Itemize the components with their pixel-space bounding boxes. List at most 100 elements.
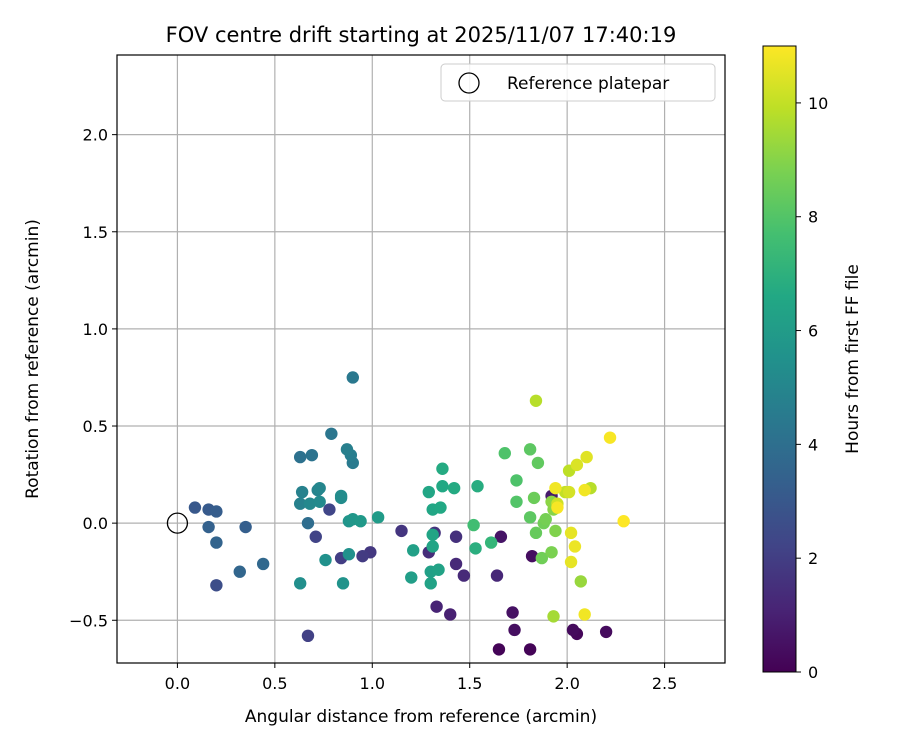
- data-point: [523, 643, 537, 656]
- data-point: [471, 480, 484, 493]
- data-point: [570, 458, 584, 472]
- data-point: [295, 485, 309, 499]
- colorbar-tick-label: 0: [808, 663, 818, 682]
- data-point: [539, 513, 552, 526]
- x-tick-label: 2.5: [652, 674, 677, 693]
- x-tick-label: 0.0: [165, 674, 190, 693]
- data-point: [354, 514, 367, 528]
- data-point: [334, 489, 348, 503]
- data-point: [301, 629, 315, 643]
- y-tick-label: 0.0: [83, 514, 108, 533]
- data-point: [549, 481, 562, 495]
- data-point: [301, 516, 315, 530]
- data-point: [395, 524, 408, 538]
- data-point: [498, 447, 511, 460]
- data-point: [547, 610, 560, 623]
- data-point: [492, 643, 506, 656]
- data-point: [578, 608, 591, 621]
- data-point: [490, 569, 504, 582]
- reference-marker: [166, 512, 189, 534]
- data-point: [574, 575, 587, 588]
- data-point: [529, 394, 543, 407]
- data-point: [525, 549, 539, 563]
- data-point: [356, 549, 369, 563]
- data-point: [531, 456, 545, 470]
- y-axis-label: Rotation from reference (arcmin): [23, 219, 43, 499]
- data-point: [494, 530, 508, 543]
- x-tick-label: 1.5: [457, 674, 482, 693]
- data-point: [340, 443, 354, 456]
- data-point: [603, 431, 617, 444]
- data-point: [405, 571, 418, 584]
- data-point: [336, 577, 350, 590]
- data-point: [484, 536, 498, 549]
- data-point: [580, 450, 593, 464]
- legend-marker-icon: [458, 72, 480, 94]
- y-tick-label: 0.5: [83, 417, 108, 436]
- data-point: [202, 520, 215, 534]
- data-point: [444, 608, 457, 621]
- y-tick-label: 2.0: [83, 126, 108, 145]
- data-point: [434, 501, 447, 514]
- colorbar-ticks: 0 2 4 6 8 10: [796, 94, 828, 682]
- data-point: [564, 526, 578, 540]
- data-point: [535, 551, 549, 565]
- data-point: [313, 495, 326, 508]
- data-point: [371, 511, 385, 524]
- data-point: [430, 600, 443, 613]
- data-point: [457, 569, 471, 582]
- colorbar-tick-label: 2: [808, 549, 818, 568]
- data-point: [426, 540, 439, 553]
- data-point: [305, 448, 319, 462]
- data-point: [293, 577, 307, 590]
- data-point: [342, 548, 356, 561]
- chart-title: FOV centre drift starting at 2025/11/07 …: [166, 23, 677, 47]
- y-tick-label: 1.0: [83, 320, 108, 339]
- x-tick-label: 2.0: [554, 674, 579, 693]
- data-point: [303, 497, 317, 510]
- data-point: [529, 526, 543, 540]
- data-point: [447, 481, 461, 495]
- colorbar-tick-label: 4: [808, 435, 818, 454]
- data-point: [449, 557, 463, 571]
- plot-frame: [116, 54, 726, 664]
- data-point: [449, 530, 463, 543]
- data-point: [407, 544, 420, 557]
- data-point: [309, 530, 322, 543]
- data-point: [436, 462, 449, 475]
- data-point: [523, 443, 537, 456]
- legend: Reference platepar: [440, 63, 716, 102]
- data-point: [293, 450, 307, 464]
- data-point: [426, 528, 439, 541]
- data-point: [599, 625, 613, 639]
- data-point: [436, 480, 449, 493]
- data-point: [210, 505, 223, 518]
- data-point: [545, 546, 558, 559]
- data-point: [506, 606, 519, 619]
- grid-lines: [117, 55, 725, 663]
- data-point: [432, 563, 445, 576]
- colorbar: [762, 45, 797, 673]
- data-point: [293, 497, 307, 510]
- data-point: [578, 483, 591, 497]
- data-point: [469, 542, 482, 555]
- data-point: [313, 481, 326, 495]
- data-point: [239, 520, 252, 534]
- legend-box: [440, 63, 716, 102]
- data-point: [256, 557, 270, 571]
- x-tick-label: 1.0: [360, 674, 385, 693]
- data-point: [551, 501, 564, 514]
- legend-label: Reference platepar: [507, 74, 669, 94]
- data-point: [467, 518, 480, 532]
- data-point: [562, 485, 576, 499]
- data-point: [527, 491, 541, 505]
- data-point: [424, 577, 437, 590]
- colorbar-tick-label: 6: [808, 322, 818, 341]
- data-point: [319, 553, 332, 567]
- data-point: [346, 371, 359, 384]
- data-point: [566, 623, 580, 637]
- data-point: [617, 514, 630, 528]
- data-point: [325, 427, 338, 440]
- data-point: [568, 540, 582, 553]
- x-axis-label: Angular distance from reference (arcmin): [245, 707, 597, 727]
